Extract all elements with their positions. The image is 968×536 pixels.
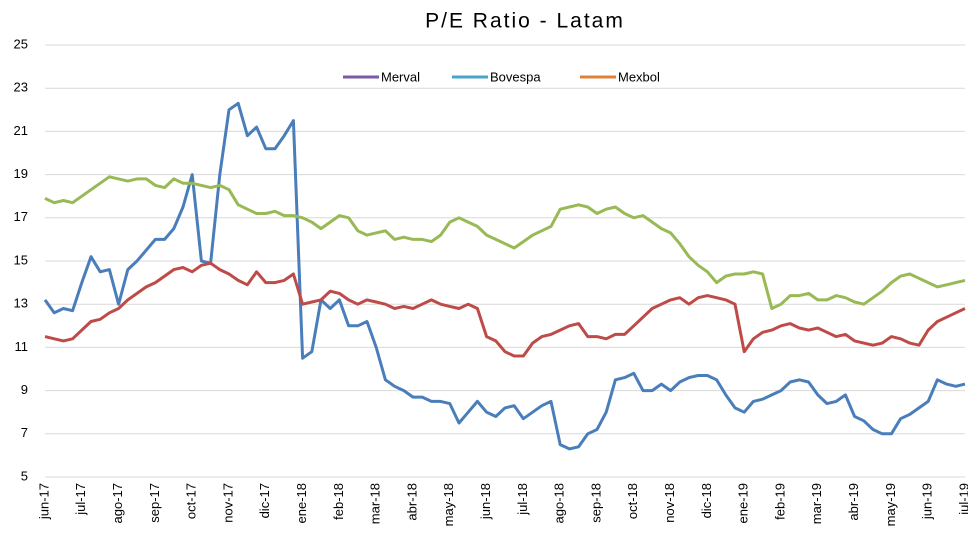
- x-tick-label: abr-18: [404, 483, 419, 521]
- legend-label: Merval: [381, 69, 420, 84]
- x-tick-label: oct-17: [184, 483, 199, 519]
- x-tick-label: mar-19: [809, 483, 824, 524]
- x-tick-label: may-19: [883, 483, 898, 526]
- y-tick-label: 5: [21, 468, 28, 483]
- y-tick-label: 11: [15, 339, 29, 354]
- x-tick-label: ago-18: [552, 483, 567, 523]
- x-tick-label: jul-17: [73, 483, 88, 516]
- x-tick-label: jun-17: [36, 483, 51, 520]
- y-tick-label: 25: [14, 36, 28, 51]
- x-tick-label: dic-17: [257, 483, 272, 518]
- x-tick-label: jun-18: [478, 483, 493, 520]
- legend-label: Bovespa: [490, 69, 541, 84]
- legend-label: Mexbol: [618, 69, 660, 84]
- y-tick-label: 7: [21, 425, 28, 440]
- x-tick-label: ene-18: [294, 483, 309, 523]
- x-tick-label: feb-18: [331, 483, 346, 520]
- chart-title: P/E Ratio - Latam: [425, 10, 625, 33]
- x-tick-label: ago-17: [110, 483, 125, 523]
- x-tick-label: feb-19: [772, 483, 787, 520]
- x-tick-label: dic-18: [699, 483, 714, 518]
- y-tick-label: 17: [14, 209, 28, 224]
- y-tick-label: 19: [14, 166, 28, 181]
- x-tick-label: sep-17: [147, 483, 162, 523]
- series-line: [44, 261, 966, 358]
- x-tick-label: abr-19: [846, 483, 861, 521]
- y-tick-label: 21: [14, 123, 28, 138]
- x-tick-label: nov-17: [220, 483, 235, 523]
- x-tick-label: may-18: [441, 483, 456, 526]
- x-tick-label: mar-18: [368, 483, 383, 524]
- series-line: [43, 101, 966, 451]
- y-tick-label: 15: [14, 252, 28, 267]
- x-tick-label: jul-18: [515, 483, 530, 516]
- x-tick-label: oct-18: [625, 483, 640, 519]
- series-line: [44, 175, 966, 310]
- x-tick-label: nov-18: [662, 483, 677, 523]
- y-tick-label: 9: [21, 382, 28, 397]
- y-tick-label: 13: [14, 296, 28, 311]
- x-tick-label: ene-19: [736, 483, 751, 523]
- x-tick-label: jun-19: [920, 483, 935, 520]
- y-tick-label: 23: [14, 80, 28, 95]
- x-tick-label: jul-19: [956, 483, 968, 516]
- x-tick-label: sep-18: [588, 483, 603, 523]
